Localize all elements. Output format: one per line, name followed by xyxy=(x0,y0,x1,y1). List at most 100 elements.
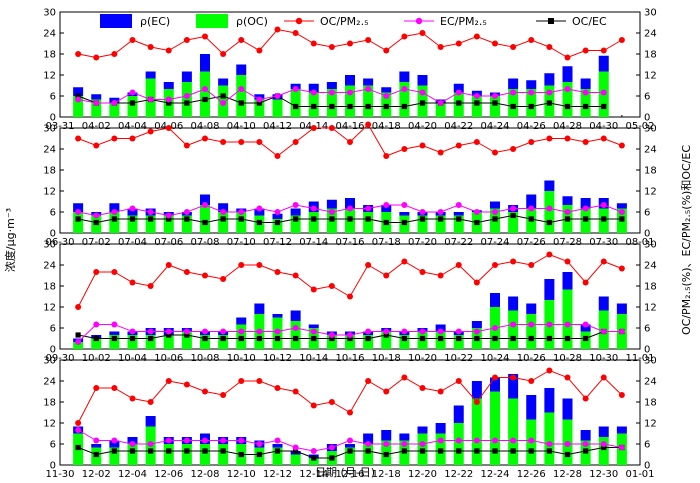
oc-pm-point xyxy=(310,286,317,293)
ec-pm-point xyxy=(310,328,317,335)
oc-pm-point xyxy=(310,125,317,131)
oc-pm-point xyxy=(455,262,462,268)
x-tick-label: 10-06 xyxy=(154,353,183,364)
x-tick-label: 07-18 xyxy=(372,237,401,248)
oc-ec-line xyxy=(77,95,604,107)
y-tick-label-left: 30 xyxy=(43,356,56,367)
x-tick-label: 07-12 xyxy=(263,237,292,248)
ec-pm-point xyxy=(183,437,190,444)
oc-pm-point xyxy=(546,135,553,142)
oc-pm-point xyxy=(510,44,517,50)
oc-ec-point xyxy=(365,103,371,110)
bar-ec xyxy=(544,388,555,413)
oc-pm-point xyxy=(401,33,408,40)
oc-pm-point xyxy=(582,139,589,145)
ec-pm-point xyxy=(492,209,498,215)
ec-pm-point xyxy=(528,205,535,212)
ec-pm-point xyxy=(147,209,154,215)
oc-ec-point xyxy=(166,100,172,106)
oc-ec-point xyxy=(256,100,262,106)
oc-pm-point xyxy=(401,374,408,381)
oc-ec-point xyxy=(75,332,81,338)
oc-pm-point xyxy=(129,37,136,43)
oc-pm-point xyxy=(292,272,299,279)
oc-pm-point xyxy=(437,44,444,50)
oc-pm-point xyxy=(347,293,353,300)
legend-ecpm-marker xyxy=(415,17,423,25)
oc-pm-point xyxy=(383,388,390,395)
ec-pm-point xyxy=(492,93,498,99)
oc-pm-point xyxy=(564,54,571,61)
oc-ec-point xyxy=(202,335,208,342)
bar-ec xyxy=(254,208,265,216)
y-tick-label-right: 6 xyxy=(644,324,650,335)
oc-ec-point xyxy=(75,93,81,99)
x-tick-label: 12-28 xyxy=(553,469,582,480)
ec-pm-point xyxy=(618,328,625,335)
x-tick-label: 10-16 xyxy=(335,353,364,364)
bar-oc xyxy=(562,82,573,117)
oc-pm-point xyxy=(75,51,82,57)
bar-oc xyxy=(218,212,229,233)
oc-pm-point xyxy=(328,125,335,131)
ec-pm-point xyxy=(165,96,172,103)
bar-oc xyxy=(109,335,120,349)
oc-ec-point xyxy=(293,448,299,454)
bar-oc xyxy=(163,444,174,465)
bar-oc xyxy=(308,458,319,465)
bar-ec xyxy=(580,324,591,332)
oc-ec-point xyxy=(75,216,81,222)
oc-ec-point xyxy=(347,103,353,110)
oc-ec-point xyxy=(492,100,498,106)
x-tick-label: 12-14 xyxy=(299,469,328,480)
oc-pm-point xyxy=(564,374,571,381)
bar-oc xyxy=(471,96,482,117)
x-tick-label: 10-14 xyxy=(299,353,328,364)
oc-pm-point xyxy=(492,374,498,381)
ec-pm-point xyxy=(437,100,444,106)
oc-ec-point xyxy=(546,219,552,226)
ec-pm-point xyxy=(111,209,118,215)
bar-oc xyxy=(508,398,519,465)
oc-pm-point xyxy=(383,47,390,54)
oc-ec-point xyxy=(601,216,607,222)
ec-pm-point xyxy=(147,441,154,447)
oc-pm-point xyxy=(292,30,299,36)
oc-ec-point xyxy=(365,335,371,342)
x-tick-label: 11-01 xyxy=(625,353,654,364)
ec-pm-point xyxy=(183,328,190,335)
y-tick-label-left: 0 xyxy=(50,461,56,472)
ec-pm-point xyxy=(292,202,299,208)
y-tick-label-left: 18 xyxy=(43,166,56,177)
bar-oc xyxy=(526,314,537,349)
oc-pm-point xyxy=(546,44,553,50)
oc-pm-point xyxy=(183,381,190,388)
y-tick-label-right: 18 xyxy=(644,166,657,177)
ec-pm-point xyxy=(401,441,408,447)
bar-oc xyxy=(236,75,247,117)
x-tick-label: 04-28 xyxy=(553,121,582,132)
x-tick-label: 11-30 xyxy=(45,469,74,480)
y-tick-label-right: 12 xyxy=(644,303,657,314)
bar-ec xyxy=(109,203,120,212)
oc-ec-point xyxy=(184,448,190,454)
bar-ec xyxy=(508,374,519,399)
bar-oc xyxy=(218,444,229,465)
oc-ec-point xyxy=(111,216,117,222)
x-tick-label: 04-22 xyxy=(444,121,473,132)
x-tick-label: 06-30 xyxy=(45,237,74,248)
ec-pm-point xyxy=(546,89,553,96)
y-tick-label-right: 18 xyxy=(644,50,657,61)
oc-pm-point xyxy=(510,258,517,265)
oc-ec-point xyxy=(438,335,444,342)
ec-pm-point xyxy=(328,89,335,96)
bar-oc xyxy=(236,212,247,233)
y-tick-label-right: 24 xyxy=(644,29,657,40)
oc-ec-point xyxy=(546,100,552,106)
oc-pm-point xyxy=(401,258,408,265)
oc-pm-point xyxy=(582,279,589,286)
bar-ec xyxy=(417,75,428,86)
oc-ec-point xyxy=(111,335,117,342)
oc-ec-point xyxy=(129,100,136,106)
oc-pm-point xyxy=(510,146,517,152)
